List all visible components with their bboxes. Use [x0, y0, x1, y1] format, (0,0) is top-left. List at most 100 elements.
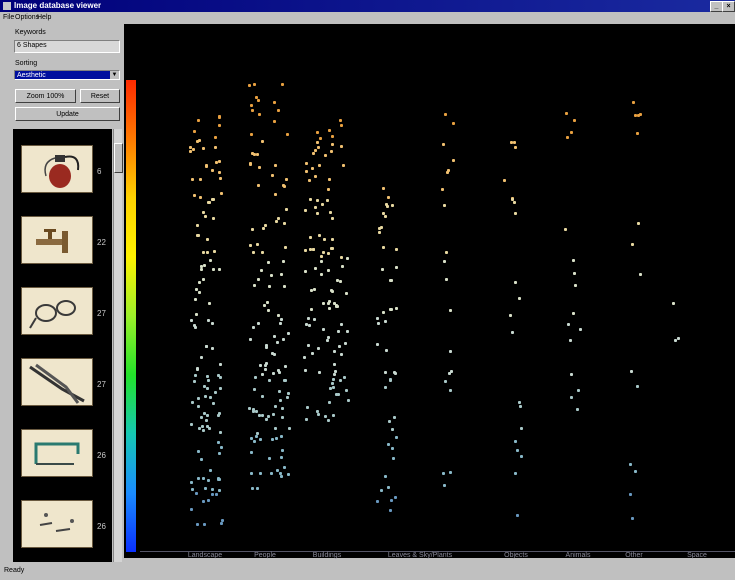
image-point[interactable] — [318, 234, 321, 237]
image-point[interactable] — [629, 463, 632, 466]
thumbnail-pliers[interactable] — [21, 358, 93, 406]
image-point[interactable] — [211, 347, 214, 350]
image-point[interactable] — [278, 371, 281, 374]
image-point[interactable] — [189, 150, 192, 153]
image-point[interactable] — [452, 122, 455, 125]
image-point[interactable] — [192, 148, 195, 151]
image-point[interactable] — [330, 247, 333, 250]
image-point[interactable] — [255, 435, 258, 438]
image-point[interactable] — [391, 204, 394, 207]
image-point[interactable] — [211, 198, 214, 201]
image-point[interactable] — [513, 201, 516, 204]
image-point[interactable] — [206, 251, 209, 254]
image-point[interactable] — [331, 135, 334, 138]
image-point[interactable] — [520, 455, 523, 458]
image-point[interactable] — [214, 391, 217, 394]
image-point[interactable] — [268, 457, 271, 460]
image-point[interactable] — [449, 309, 452, 312]
image-point[interactable] — [251, 152, 254, 155]
image-point[interactable] — [338, 345, 341, 348]
image-point[interactable] — [189, 146, 192, 149]
image-point[interactable] — [279, 322, 282, 325]
image-point[interactable] — [248, 84, 251, 87]
zoom-button[interactable]: Zoom 100% — [15, 89, 76, 103]
image-point[interactable] — [340, 323, 343, 326]
image-point[interactable] — [639, 113, 642, 116]
image-point[interactable] — [196, 523, 199, 526]
image-point[interactable] — [514, 146, 517, 149]
image-point[interactable] — [212, 268, 215, 271]
image-point[interactable] — [677, 337, 680, 340]
image-point[interactable] — [320, 273, 323, 276]
image-point[interactable] — [316, 141, 319, 144]
image-point[interactable] — [519, 405, 522, 408]
image-point[interactable] — [218, 489, 221, 492]
image-point[interactable] — [674, 339, 677, 342]
image-point[interactable] — [340, 145, 343, 148]
image-point[interactable] — [194, 298, 197, 301]
image-point[interactable] — [314, 175, 317, 178]
image-point[interactable] — [206, 375, 209, 378]
image-point[interactable] — [197, 397, 200, 400]
image-point[interactable] — [634, 114, 637, 117]
image-point[interactable] — [320, 255, 323, 258]
image-point[interactable] — [211, 169, 214, 172]
image-point[interactable] — [276, 341, 279, 344]
image-point[interactable] — [277, 217, 280, 220]
image-point[interactable] — [270, 274, 273, 277]
image-point[interactable] — [275, 437, 278, 440]
image-point[interactable] — [335, 304, 338, 307]
image-point[interactable] — [252, 251, 255, 254]
image-point[interactable] — [280, 273, 283, 276]
image-point[interactable] — [283, 466, 286, 469]
image-point[interactable] — [444, 380, 447, 383]
image-point[interactable] — [220, 192, 223, 195]
image-point[interactable] — [326, 199, 329, 202]
image-point[interactable] — [442, 472, 445, 475]
image-point[interactable] — [267, 261, 270, 264]
image-point[interactable] — [204, 215, 207, 218]
image-point[interactable] — [449, 350, 452, 353]
image-point[interactable] — [195, 288, 198, 291]
image-point[interactable] — [448, 372, 451, 375]
image-point[interactable] — [258, 166, 261, 169]
image-point[interactable] — [329, 387, 332, 390]
image-point[interactable] — [394, 496, 397, 499]
image-point[interactable] — [214, 146, 217, 149]
image-point[interactable] — [204, 395, 207, 398]
image-point[interactable] — [265, 346, 268, 349]
image-point[interactable] — [327, 252, 330, 255]
menu-options[interactable]: Options — [15, 14, 40, 21]
image-point[interactable] — [630, 370, 633, 373]
image-point[interactable] — [331, 238, 334, 241]
image-point[interactable] — [385, 349, 388, 352]
image-point[interactable] — [632, 101, 635, 104]
image-point[interactable] — [347, 399, 350, 402]
image-point[interactable] — [250, 437, 253, 440]
image-point[interactable] — [194, 326, 197, 329]
image-point[interactable] — [205, 419, 208, 422]
image-point[interactable] — [193, 324, 196, 327]
image-point[interactable] — [288, 427, 291, 430]
image-point[interactable] — [220, 446, 223, 449]
image-point[interactable] — [378, 227, 381, 230]
thumbnail-fire-extinguisher[interactable] — [21, 145, 93, 193]
image-point[interactable] — [328, 401, 331, 404]
image-point[interactable] — [392, 457, 395, 460]
image-point[interactable] — [266, 301, 269, 304]
image-point[interactable] — [274, 427, 277, 430]
image-point[interactable] — [518, 401, 521, 404]
image-point[interactable] — [219, 387, 222, 390]
image-point[interactable] — [328, 300, 331, 303]
image-point[interactable] — [631, 517, 634, 520]
image-point[interactable] — [250, 104, 253, 107]
image-point[interactable] — [382, 212, 385, 215]
image-point[interactable] — [317, 413, 320, 416]
image-point[interactable] — [217, 414, 220, 417]
image-point[interactable] — [382, 246, 385, 249]
image-point[interactable] — [511, 331, 514, 334]
image-point[interactable] — [309, 236, 312, 239]
image-point[interactable] — [572, 259, 575, 262]
image-point[interactable] — [204, 487, 207, 490]
image-point[interactable] — [311, 352, 314, 355]
